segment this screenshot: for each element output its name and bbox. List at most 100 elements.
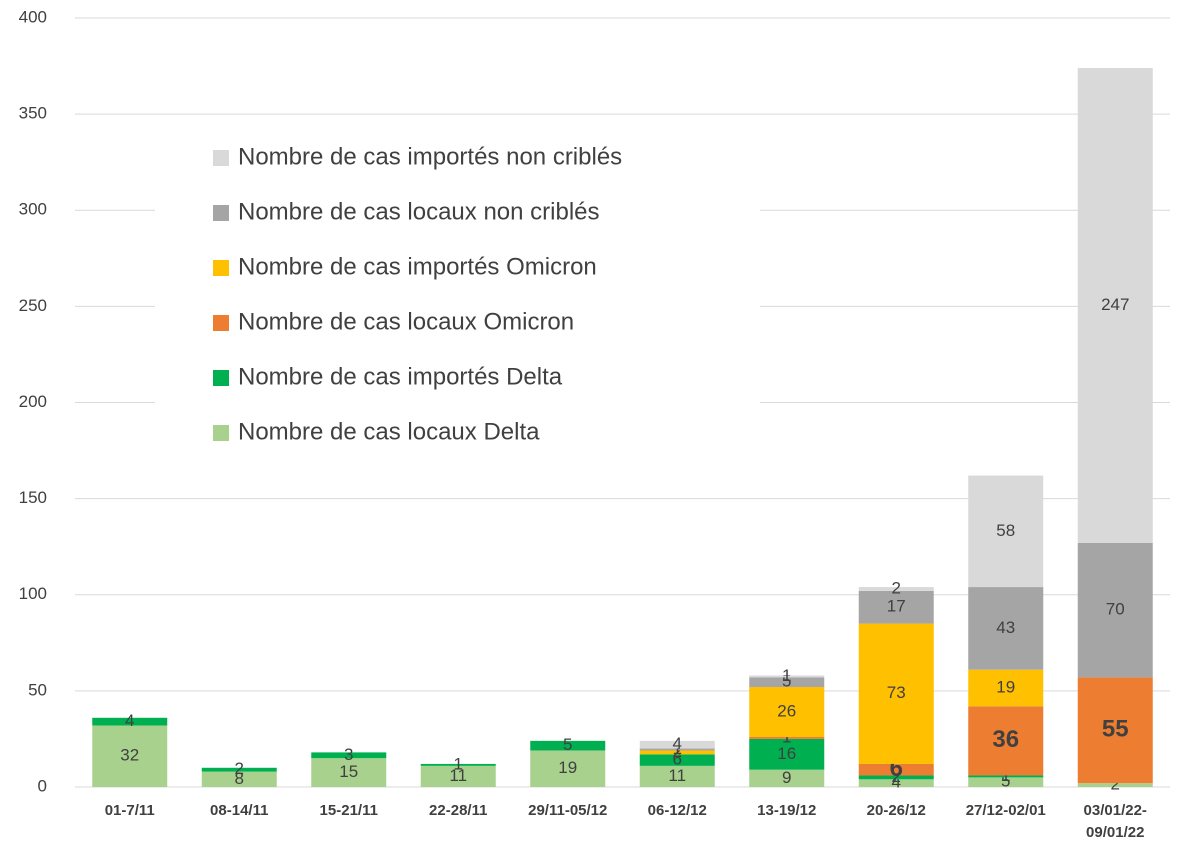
bar-segment <box>1077 677 1153 784</box>
y-tick-label: 50 <box>28 680 47 699</box>
data-label: 6 <box>673 750 682 769</box>
bar-segment <box>968 587 1044 670</box>
data-label: 32 <box>120 746 139 765</box>
legend-label: Nombre de cas locaux Omicron <box>238 308 574 335</box>
data-label: 36 <box>992 726 1019 753</box>
data-label: 15 <box>339 762 358 781</box>
data-label: 2 <box>673 742 682 761</box>
data-label: 1 <box>454 754 463 773</box>
data-label: 4 <box>125 711 134 730</box>
data-label: 58 <box>996 521 1015 540</box>
legend-swatch <box>213 260 229 276</box>
bar-segment <box>749 737 825 739</box>
legend-box <box>155 132 760 462</box>
bar-segment <box>968 775 1044 778</box>
legend-label: Nombre de cas importés Delta <box>238 363 563 390</box>
x-tick-label: 06-12/12 <box>647 802 707 819</box>
bar-segment <box>968 475 1044 588</box>
bar-segment <box>749 738 825 770</box>
bar-segment <box>639 748 715 751</box>
bar-segment <box>639 740 715 749</box>
bar-segment <box>1077 783 1153 787</box>
data-label: 2 <box>235 759 244 778</box>
x-tick-label: 15-21/11 <box>319 802 378 819</box>
x-tick-label: 29/11-05/12 <box>528 802 608 819</box>
bar-segment <box>858 590 934 624</box>
x-tick-label: 27/12-02/01 <box>965 802 1046 819</box>
data-label: 70 <box>1106 600 1125 619</box>
bar-segment <box>858 623 934 764</box>
data-label: 9 <box>782 768 791 787</box>
data-label: 4 <box>673 734 682 753</box>
bar-segment <box>639 750 715 755</box>
bar-segment <box>201 767 277 772</box>
bar-segment <box>749 769 825 787</box>
y-tick-label: 400 <box>19 7 47 26</box>
legend-swatch <box>213 150 229 166</box>
bar-segment <box>749 687 825 738</box>
bar-segment <box>420 765 496 787</box>
data-label: 2 <box>892 767 901 786</box>
legend-label: Nombre de cas importés non criblés <box>238 143 622 170</box>
data-label: 19 <box>996 677 1015 696</box>
bar-segment <box>420 763 496 766</box>
bar-segment <box>201 771 277 787</box>
bar-segment <box>92 717 168 726</box>
bar-segment <box>639 754 715 766</box>
data-label: 5 <box>782 672 791 691</box>
data-label: 247 <box>1101 295 1129 314</box>
bar-segment <box>530 750 606 787</box>
legend-swatch <box>213 370 229 386</box>
y-tick-label: 350 <box>19 104 47 123</box>
bar-segment <box>1077 542 1153 678</box>
bar-segment <box>968 777 1044 787</box>
x-tick-label: 22-28/11 <box>429 802 488 819</box>
data-label: 5 <box>563 735 572 754</box>
bar-segment <box>311 752 387 759</box>
data-label: 4 <box>892 773 901 792</box>
data-label: 43 <box>996 618 1015 637</box>
data-label: 19 <box>558 758 577 777</box>
legend-label: Nombre de cas locaux Delta <box>238 418 540 445</box>
bar-segment <box>749 675 825 678</box>
data-label: 73 <box>887 683 906 702</box>
legend-swatch <box>213 205 229 221</box>
bar-segment <box>858 775 934 780</box>
y-tick-label: 300 <box>19 200 47 219</box>
y-tick-label: 0 <box>38 776 47 795</box>
x-tick-label: 13-19/12 <box>757 802 817 819</box>
bar-segment <box>858 587 934 591</box>
bar-segment <box>92 725 168 787</box>
y-tick-label: 250 <box>19 296 47 315</box>
data-label: 2 <box>1111 775 1120 794</box>
data-label: 16 <box>777 744 796 763</box>
x-tick-label: 08-14/11 <box>210 802 269 819</box>
bar-segment <box>968 706 1044 776</box>
y-tick-label: 150 <box>19 488 47 507</box>
bar-segment <box>968 669 1044 707</box>
data-label: 2 <box>892 578 901 597</box>
data-label: 11 <box>449 766 467 785</box>
bar-segment <box>749 677 825 688</box>
legend-label: Nombre de cas importés Omicron <box>238 253 597 280</box>
bar-segment <box>311 758 387 787</box>
data-label: 17 <box>887 597 906 616</box>
data-label: 1 <box>782 666 791 685</box>
legend-label: Nombre de cas locaux non criblés <box>238 198 600 225</box>
data-label: 5 <box>1001 772 1010 791</box>
bar-segment <box>1077 67 1153 543</box>
bar-segment <box>639 765 715 787</box>
y-tick-label: 200 <box>19 392 47 411</box>
data-label: 11 <box>668 766 686 785</box>
x-tick-label: 01-7/11 <box>104 802 155 819</box>
bar-segment <box>858 763 934 776</box>
data-label: 55 <box>1102 716 1129 743</box>
data-label: 8 <box>235 769 244 788</box>
data-label: 3 <box>344 745 353 764</box>
x-tick-label: 03/01/22-09/01/22 <box>1083 802 1147 841</box>
bar-segment <box>858 779 934 787</box>
x-tick-label: 20-26/12 <box>866 802 926 819</box>
legend-swatch <box>213 425 229 441</box>
